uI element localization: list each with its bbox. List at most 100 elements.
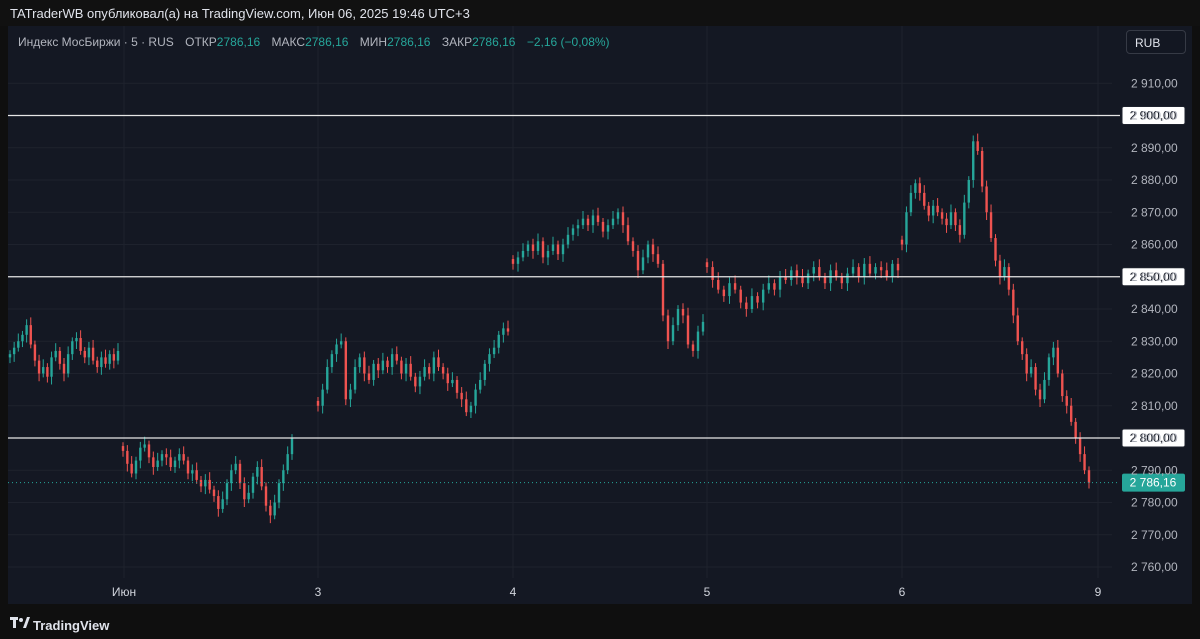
candle-body [616, 212, 620, 219]
candle [1003, 259, 1006, 281]
candle [1061, 369, 1064, 402]
candle [58, 347, 62, 370]
candle-body [147, 444, 151, 458]
candle [264, 482, 268, 512]
candle-body [790, 270, 793, 280]
candle [282, 464, 285, 491]
candle-body [927, 205, 930, 216]
candle [1078, 432, 1082, 462]
x-tick-label: 4 [510, 585, 517, 599]
candle [551, 236, 555, 255]
x-tick-label: 3 [315, 585, 322, 599]
candle-body [418, 376, 422, 387]
candle-body [230, 470, 233, 484]
candle-body [160, 454, 164, 461]
candle [661, 259, 665, 322]
candle-body [502, 328, 505, 335]
candle-body [8, 354, 12, 358]
level-label: 2 900,00 [1130, 109, 1177, 123]
candle-body [918, 183, 922, 193]
candle [497, 330, 500, 354]
candle-body [104, 357, 107, 364]
candle-body [54, 350, 57, 358]
candle [488, 348, 491, 372]
candle [404, 358, 408, 382]
candle-body [79, 338, 82, 351]
candle-body [722, 289, 726, 297]
candle-body [353, 367, 357, 390]
candle-body [178, 454, 181, 461]
candle-body [321, 389, 324, 406]
candle [795, 264, 799, 285]
candle-body [1047, 357, 1051, 380]
candle [885, 262, 888, 281]
candle [571, 224, 575, 241]
candle-body [666, 315, 670, 342]
y-tick-label: 2 890,00 [1131, 141, 1178, 155]
candle-body [204, 479, 207, 487]
candle [905, 206, 908, 253]
candle [42, 359, 45, 378]
candle-body [58, 350, 62, 364]
candle-body [914, 183, 917, 193]
candle [409, 356, 412, 381]
candle [985, 180, 988, 220]
candle [671, 317, 675, 346]
candle-body [478, 379, 482, 390]
candle-body [1087, 470, 1091, 483]
candle-body [641, 257, 645, 271]
candle-body [526, 244, 530, 251]
candle [83, 347, 86, 364]
candle [469, 401, 473, 419]
y-tick-label: 2 820,00 [1131, 367, 1178, 381]
candle-body [492, 347, 496, 355]
candle-body [651, 244, 655, 255]
candle-body [801, 276, 804, 284]
candle-body [238, 463, 242, 484]
y-tick-label: 2 860,00 [1131, 238, 1178, 252]
candle-body [286, 454, 289, 471]
candle-body [390, 354, 394, 368]
y-axis: 2 760,00 2 770,00 2 780,00 2 790,00 2 800,00… [1131, 76, 1178, 574]
candle [940, 208, 944, 225]
candle-body [733, 283, 737, 290]
candle-body [701, 321, 705, 332]
candle [349, 383, 352, 408]
candle-body [326, 367, 329, 390]
footer: TradingView [0, 604, 1200, 639]
currency-button[interactable]: RUB [1126, 30, 1186, 54]
candle-body [212, 489, 216, 497]
candle [656, 246, 660, 268]
candle [733, 275, 737, 294]
candle-body [208, 479, 211, 490]
candle [256, 461, 259, 485]
candle [478, 372, 482, 394]
candle-body [874, 267, 877, 274]
candle [432, 351, 436, 382]
candle-body [546, 250, 550, 258]
candle [71, 337, 74, 360]
candle [1052, 341, 1055, 366]
candle [516, 251, 520, 272]
candle [400, 356, 403, 380]
candle-body [121, 446, 125, 451]
candle [199, 476, 203, 493]
candle-body [116, 350, 120, 361]
y-tick-label: 2 790,00 [1131, 463, 1178, 477]
candle [739, 285, 742, 309]
candle [851, 259, 855, 278]
chart-area[interactable] [8, 26, 1192, 604]
legend-symbol: Индекс МосБиржи · 5 · RUS [18, 35, 174, 49]
candle [143, 436, 146, 452]
candle [900, 235, 904, 251]
candle-body [1083, 454, 1086, 471]
candle-body [626, 225, 630, 242]
candle [761, 283, 765, 311]
candle-body [972, 141, 975, 180]
candle [386, 356, 389, 373]
candle [1083, 446, 1086, 475]
candle-body [37, 360, 41, 374]
candle [531, 238, 535, 259]
candle-body [143, 444, 146, 448]
